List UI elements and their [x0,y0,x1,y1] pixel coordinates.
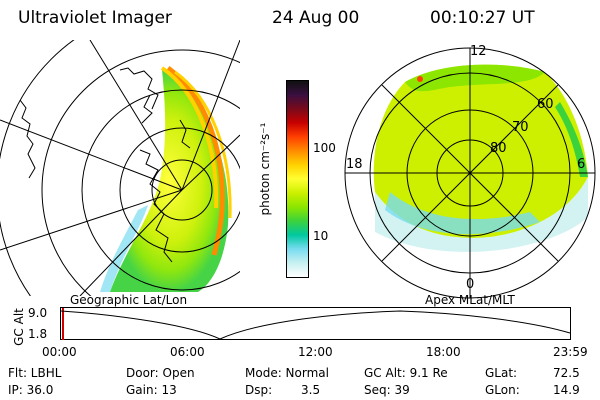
app-title: Ultraviolet Imager [18,8,172,28]
geographic-map [0,40,240,296]
time-label: 00:10:27 UT [430,8,535,28]
glat-value: 72.5 [553,366,580,380]
aurora-bright-band [166,65,225,256]
alt-xtick-4: 23:59 [553,345,588,359]
glat-label: GLat: [485,366,518,380]
colorbar-label: photon cm⁻²s⁻¹ [258,122,272,216]
alt-ytick-low: 1.8 [28,327,48,341]
left-panel-label: Geographic Lat/Lon [70,293,188,307]
seq-label: Seq: 39 [364,383,410,397]
lat-label-70: 70 [512,120,529,135]
right-panel-label: Apex MLat/MLT [425,293,515,307]
colorbar-tick-100: 100 [313,141,336,155]
lat-label-80: 80 [490,141,507,156]
filter-label: Flt: LBHL [8,366,62,380]
aurora-scatter-left [100,205,148,292]
mlt-label-0: 0 [466,277,475,292]
alt-xtick-3: 18:00 [426,345,461,359]
dsp-value: 3.5 [301,383,321,397]
alt-plot-ylabel: GC Alt [12,308,26,346]
gc-alt-label: GC Alt: 9.1 Re [364,366,448,380]
gain-label: Gain: 13 [126,383,177,397]
colorbar-tick-10: 10 [313,229,329,243]
dsp-label: Dsp: [245,383,273,397]
glon-value: 14.9 [553,383,580,397]
date-label: 24 Aug 00 [272,8,360,28]
ip-label: IP: 36.0 [8,383,54,397]
colorbar [286,80,309,278]
coastline [19,67,191,263]
mlt-label-6: 6 [577,157,586,172]
mlt-label-18: 18 [346,157,363,172]
polar-plot [344,47,596,299]
alt-xtick-1: 06:00 [170,345,205,359]
altitude-plot [60,307,571,340]
mlt-label-12: 12 [470,44,487,59]
geographic-grid [0,40,240,296]
hotspot [417,76,423,82]
mode-label: Mode: Normal [245,366,329,380]
altitude-curve [60,310,571,340]
lat-label-60: 60 [537,97,554,112]
alt-xtick-2: 12:00 [298,345,333,359]
glon-label: GLon: [485,383,520,397]
door-label: Door: Open [126,366,195,380]
alt-xtick-0: 00:00 [42,345,77,359]
alt-ytick-high: 9.0 [28,306,48,320]
aurora-oval-left [110,70,229,292]
polar-grid [344,47,596,299]
